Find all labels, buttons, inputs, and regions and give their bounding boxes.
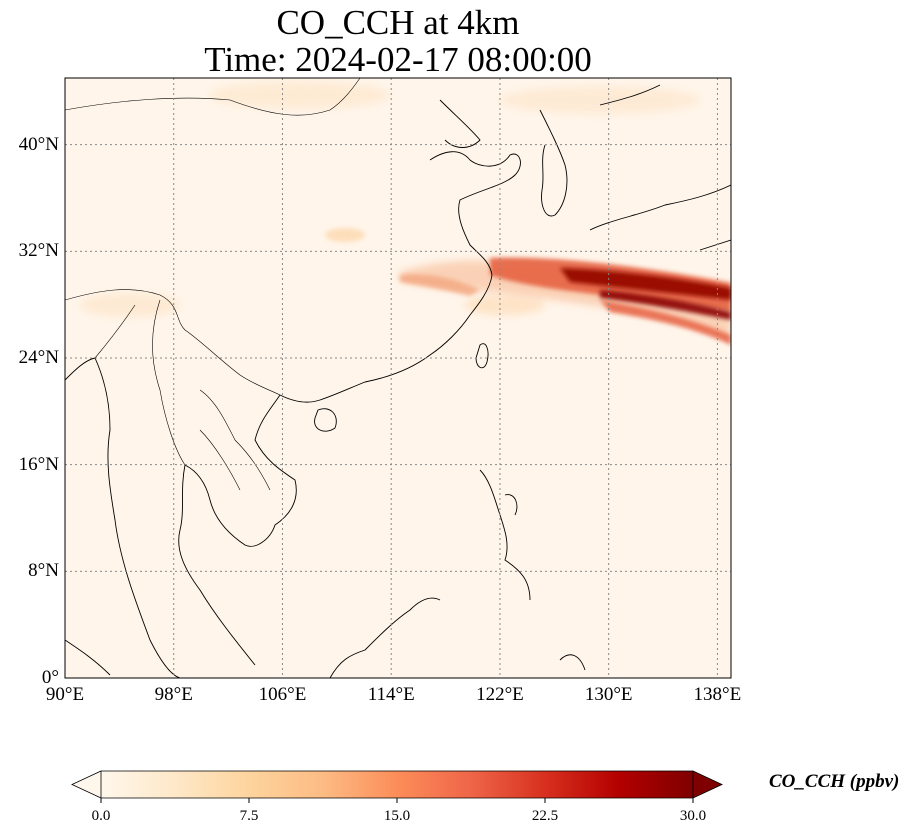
- colorbar-tick-label: 30.0: [679, 808, 707, 824]
- lat-tick-label: 24°N: [18, 347, 59, 368]
- lon-tick-label: 130°E: [584, 684, 633, 705]
- concentration-field: [80, 81, 731, 345]
- coast-hainan: [314, 408, 337, 432]
- coast-philippines: [479, 469, 531, 601]
- faint-plume-north: [210, 81, 390, 109]
- colorbar-tick-label: 0.0: [91, 808, 111, 824]
- plume-core-lower: [600, 290, 731, 320]
- map-frame: [64, 77, 732, 679]
- faint-plume-central: [325, 228, 365, 242]
- colorbar-tick-label: 15.0: [383, 808, 411, 824]
- colorbar-tick-label: 22.5: [531, 808, 559, 824]
- map-title: CO_CCH at 4km: [276, 3, 520, 42]
- coast-indochina: [178, 394, 297, 666]
- coast-taiwan: [475, 343, 489, 369]
- coast-new-guinea: [559, 654, 586, 671]
- lon-tick-label: 138°E: [693, 684, 742, 705]
- gridlines: [65, 78, 731, 678]
- lon-tick-label: 122°E: [476, 684, 524, 705]
- map-field-background: [65, 78, 731, 678]
- border-laos-vietnam: [199, 389, 271, 491]
- colorbar-extend-max: [692, 770, 723, 799]
- coast-sumatra: [65, 639, 111, 676]
- border-china-mongolia: [65, 78, 361, 116]
- faint-plume-sea: [465, 295, 545, 315]
- plume-lower-arm: [600, 300, 731, 345]
- country-borders: [65, 78, 361, 491]
- lon-tick-label: 90°E: [45, 684, 85, 705]
- colorbar-gradient: [101, 771, 693, 798]
- lon-tick-label: 98°E: [154, 684, 193, 705]
- lat-tick-label: 16°N: [18, 453, 59, 475]
- colorbar-ticks: [100, 798, 694, 803]
- lon-tick-label: 106°E: [258, 684, 307, 705]
- border-myanmar: [94, 299, 186, 466]
- lat-tick-label: 32°N: [18, 240, 59, 262]
- border-china-south: [65, 289, 281, 396]
- coast-borneo: [329, 597, 441, 678]
- faint-plume-east: [500, 86, 700, 114]
- coast-bohai: [439, 99, 481, 148]
- coast-malay: [107, 429, 181, 678]
- plume-west-tail: [400, 274, 480, 296]
- lon-tick-label: 114°E: [367, 684, 415, 705]
- lat-tick-label: 40°N: [18, 133, 59, 155]
- colorbar-title: CO_CCH (ppbv): [769, 771, 900, 792]
- coast-korea: [539, 109, 568, 217]
- map-subtitle-time: Time: 2024-02-17 08:00:00: [204, 40, 592, 79]
- faint-plume-westland: [80, 293, 180, 317]
- lat-tick-label: 0°: [41, 667, 59, 688]
- coast-china-east: [279, 151, 521, 403]
- lat-tick-label: 8°N: [28, 560, 59, 582]
- plume-core-upper: [560, 268, 731, 300]
- colorbar-extend-min: [71, 770, 102, 799]
- colorbar-tick-label: 7.5: [239, 808, 259, 824]
- colorbar: [71, 770, 723, 803]
- coast-japan: [589, 84, 731, 251]
